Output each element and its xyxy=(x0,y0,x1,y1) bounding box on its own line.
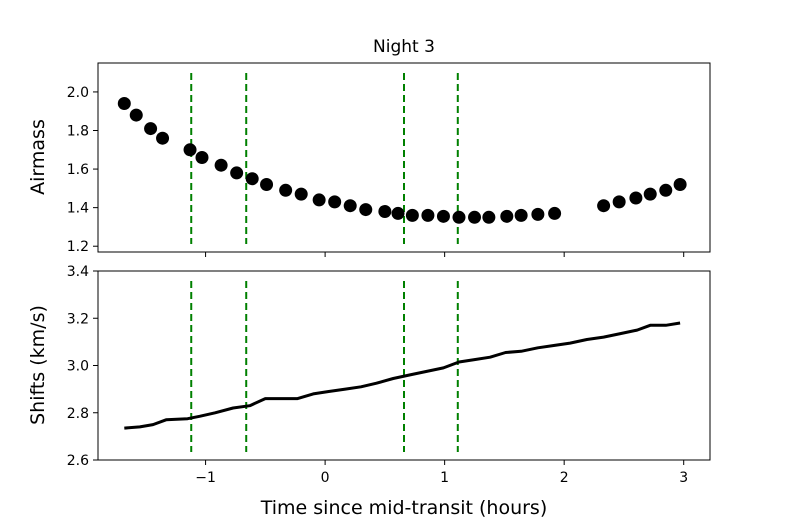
top-y-axis-label: Airmass xyxy=(27,119,49,195)
airmass-point xyxy=(514,208,528,222)
airmass-point xyxy=(612,195,626,209)
airmass-point xyxy=(436,209,450,223)
airmass-point xyxy=(260,178,274,191)
airmass-point xyxy=(378,205,392,218)
airmass-point xyxy=(597,199,611,213)
x-axis-label: Time since mid-transit (hours) xyxy=(260,497,548,519)
airmass-point xyxy=(195,151,209,164)
airmass-point xyxy=(391,206,405,220)
y-tick-label: 3.4 xyxy=(67,264,89,280)
x-tick-label: −1 xyxy=(195,470,216,486)
airmass-point xyxy=(328,195,342,209)
airmass-point xyxy=(144,122,158,136)
airmass-point xyxy=(548,206,562,220)
x-tick-label: 0 xyxy=(321,470,330,486)
shifts-panel: 2.6 2.8 3.0 3.2 3.4 −1 0 1 2 3 xyxy=(67,264,711,486)
airmass-point xyxy=(643,187,657,201)
airmass-point xyxy=(183,143,197,157)
airmass-point xyxy=(500,209,514,223)
airmass-point xyxy=(279,183,293,197)
top-panel-title: Night 3 xyxy=(373,37,435,57)
airmass-point xyxy=(156,131,170,145)
airmass-point xyxy=(629,191,643,205)
airmass-point xyxy=(468,210,482,224)
airmass-point xyxy=(531,207,545,221)
airmass-point xyxy=(294,187,308,201)
y-tick-label: 2.0 xyxy=(67,85,89,101)
y-tick-label: 1.8 xyxy=(67,124,89,140)
y-tick-label: 1.6 xyxy=(67,162,89,178)
x-tick-label: 1 xyxy=(440,470,449,486)
axes-frame xyxy=(97,270,711,461)
airmass-point xyxy=(214,158,228,172)
y-tick-label: 1.4 xyxy=(67,201,89,217)
airmass-point xyxy=(129,108,143,122)
airmass-point xyxy=(230,166,244,180)
airmass-point xyxy=(673,178,687,191)
y-tick-label: 3.2 xyxy=(67,311,89,327)
airmass-point xyxy=(421,208,435,222)
airmass-point xyxy=(359,203,373,217)
x-tick-label: 2 xyxy=(560,470,569,486)
axes-frame xyxy=(97,62,711,253)
airmass-point xyxy=(659,183,673,197)
airmass-panel: 1.2 1.4 1.6 1.8 2.0 xyxy=(67,62,711,257)
y-tick-label: 2.8 xyxy=(67,406,89,422)
airmass-point xyxy=(405,208,419,222)
airmass-point xyxy=(343,199,357,213)
y-tick-label: 1.2 xyxy=(67,239,89,255)
airmass-point xyxy=(312,193,326,207)
airmass-point xyxy=(117,97,131,110)
y-tick-label: 3.0 xyxy=(67,359,89,375)
shifts-line xyxy=(124,321,681,430)
bottom-y-axis-label: Shifts (km/s) xyxy=(27,305,49,425)
y-tick-label: 2.6 xyxy=(67,453,89,469)
x-tick-label: 3 xyxy=(679,470,688,486)
airmass-point xyxy=(452,210,466,224)
airmass-point xyxy=(245,172,259,186)
airmass-point xyxy=(482,210,496,224)
